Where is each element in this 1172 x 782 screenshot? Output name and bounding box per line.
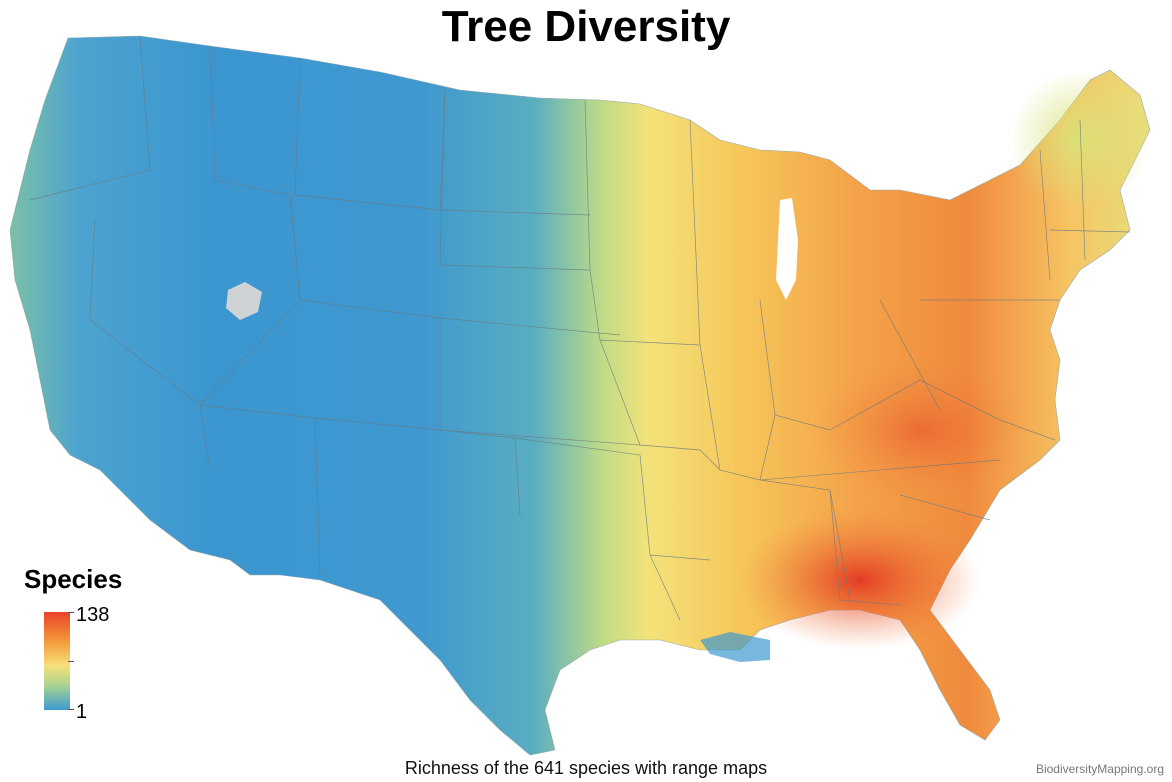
credit-link[interactable]: BiodiversityMapping.org <box>1035 762 1164 776</box>
legend-tick-mid <box>68 661 74 662</box>
legend-max-label: 138 <box>76 604 110 626</box>
state-boundaries <box>29 35 1131 621</box>
great-salt-lake <box>226 282 262 320</box>
map-subtitle: Richness of the 641 species with range m… <box>404 758 768 778</box>
gulf-coast <box>700 632 770 662</box>
legend-color-bar <box>44 612 70 710</box>
lake-michigan <box>776 198 798 300</box>
southeast-hotspot <box>740 510 980 650</box>
map-title: Tree Diversity <box>441 2 731 51</box>
legend-min-label: 1 <box>76 701 88 723</box>
legend-title: Species <box>24 564 123 594</box>
appalachian-hotspot <box>810 360 1030 500</box>
northeast-band <box>1010 70 1150 210</box>
legend-tick-min <box>68 709 74 710</box>
legend-tick-max <box>68 612 74 613</box>
